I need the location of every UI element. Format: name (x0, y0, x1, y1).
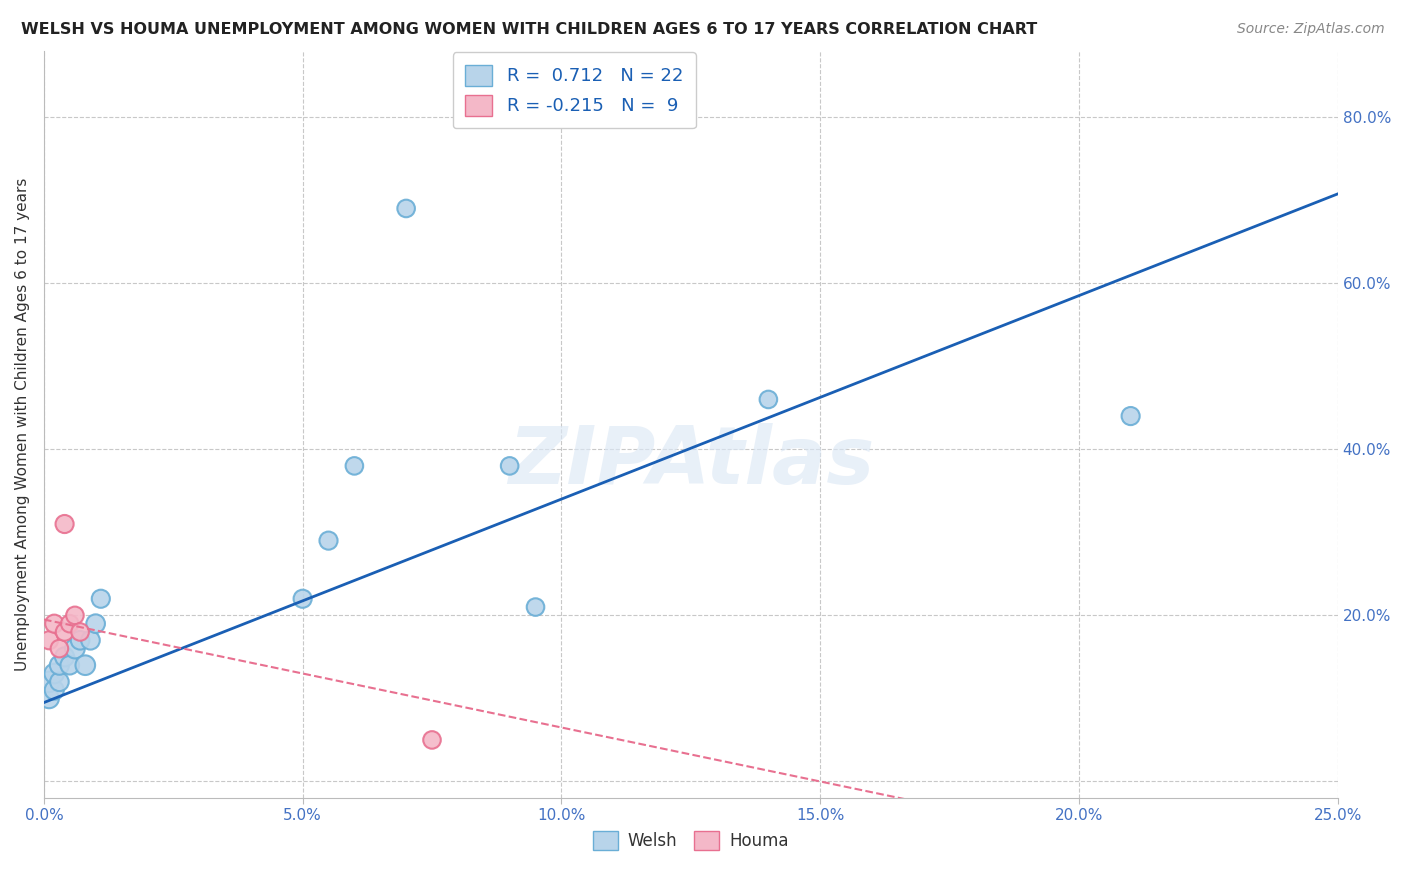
Point (498, 458, 520, 473)
Point (90, 591, 112, 606)
Point (84, 616, 107, 631)
Point (63, 608, 86, 623)
Point (53, 516, 76, 531)
Point (44, 616, 66, 631)
Point (53, 624, 76, 639)
Point (63, 641, 86, 656)
Point (75, 658, 97, 673)
Point (59, 616, 82, 631)
Point (420, 733, 443, 747)
Point (69, 624, 91, 639)
Point (395, 202, 418, 216)
Text: WELSH VS HOUMA UNEMPLOYMENT AMONG WOMEN WITH CHILDREN AGES 6 TO 17 YEARS CORRELA: WELSH VS HOUMA UNEMPLOYMENT AMONG WOMEN … (21, 22, 1038, 37)
Point (69, 633, 91, 648)
Point (524, 600, 547, 615)
Point (48, 641, 70, 656)
Point (48, 674, 70, 689)
Text: ZIPAtlas: ZIPAtlas (508, 423, 875, 500)
Point (758, 392, 780, 407)
Point (38, 691, 60, 706)
Y-axis label: Unemployment Among Women with Children Ages 6 to 17 years: Unemployment Among Women with Children A… (15, 178, 30, 671)
Legend: Welsh, Houma: Welsh, Houma (586, 824, 796, 857)
Text: Source: ZipAtlas.com: Source: ZipAtlas.com (1237, 22, 1385, 37)
Point (291, 591, 314, 606)
Point (38, 633, 60, 648)
Point (44, 683, 66, 698)
Point (48, 658, 70, 673)
Point (343, 458, 366, 473)
Point (59, 658, 82, 673)
Point (44, 666, 66, 681)
Point (38, 674, 60, 689)
Point (79, 633, 101, 648)
Point (318, 533, 340, 548)
Point (53, 649, 76, 664)
Point (1119, 409, 1142, 423)
